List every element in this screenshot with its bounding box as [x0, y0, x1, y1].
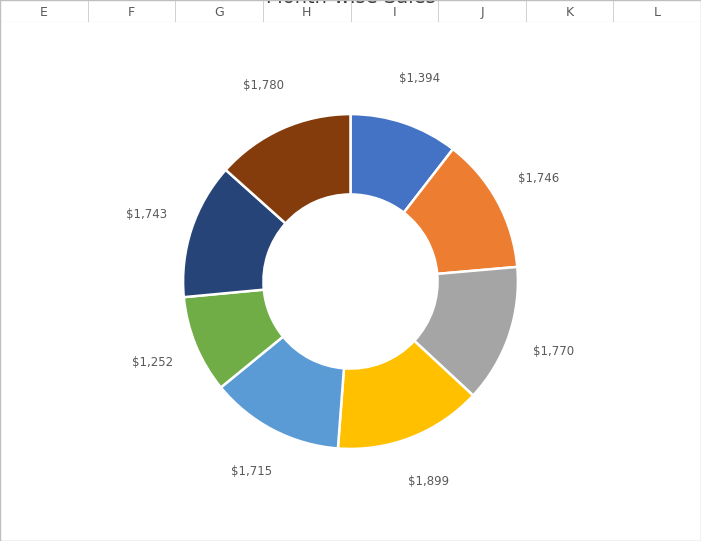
Wedge shape [414, 267, 518, 395]
Text: J: J [480, 5, 484, 18]
Text: $1,780: $1,780 [243, 80, 283, 93]
Text: E: E [40, 5, 48, 18]
Title: Month-wise Sales: Month-wise Sales [266, 0, 435, 6]
Wedge shape [404, 149, 517, 274]
Text: $1,715: $1,715 [231, 465, 272, 478]
Text: G: G [215, 5, 224, 18]
Text: $1,746: $1,746 [518, 173, 559, 186]
Text: K: K [566, 5, 573, 18]
Wedge shape [184, 289, 283, 387]
Wedge shape [338, 341, 473, 449]
Text: $1,743: $1,743 [126, 208, 168, 221]
Text: $1,252: $1,252 [132, 357, 173, 370]
Wedge shape [183, 170, 285, 297]
Text: H: H [302, 5, 311, 18]
Text: I: I [393, 5, 396, 18]
Text: $1,770: $1,770 [533, 345, 573, 358]
Wedge shape [350, 114, 453, 213]
Text: $1,899: $1,899 [408, 474, 449, 487]
Text: F: F [128, 5, 135, 18]
Wedge shape [226, 114, 350, 223]
Wedge shape [221, 337, 344, 448]
Text: L: L [654, 5, 660, 18]
Text: $1,394: $1,394 [400, 72, 440, 85]
